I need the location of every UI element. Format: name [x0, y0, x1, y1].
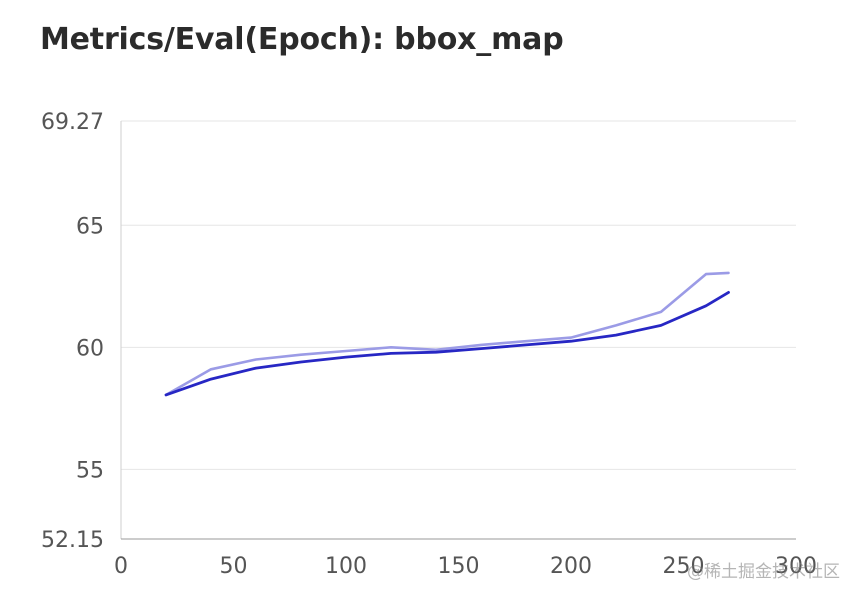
series-line-1 — [164, 271, 730, 397]
watermark: @稀土掘金技术社区 — [687, 562, 840, 582]
y-tick-label: 65 — [76, 214, 104, 239]
x-tick-label: 250 — [663, 554, 705, 579]
x-tick-label: 0 — [114, 554, 128, 579]
x-tick-label: 50 — [220, 554, 248, 579]
y-tick-labels: 69.27 65 60 55 52.15 — [41, 110, 104, 553]
x-tick-label: 300 — [775, 554, 817, 579]
grid-lines — [121, 120, 796, 470]
x-tick-labels: 0 50 100 150 200 250 300 — [114, 554, 817, 579]
x-tick-label: 200 — [550, 554, 592, 579]
chart-title: Metrics/Eval(Epoch): bbox_map — [40, 22, 564, 57]
y-tick-label: 69.27 — [41, 110, 104, 135]
y-tick-label: 55 — [76, 458, 104, 483]
series-lines — [164, 271, 730, 397]
x-tick-label: 150 — [438, 554, 480, 579]
axes — [120, 121, 796, 540]
y-tick-label: 60 — [76, 336, 104, 361]
x-tick-label: 100 — [325, 554, 367, 579]
y-tick-label: 52.15 — [41, 528, 104, 553]
series-line-2 — [164, 290, 730, 397]
